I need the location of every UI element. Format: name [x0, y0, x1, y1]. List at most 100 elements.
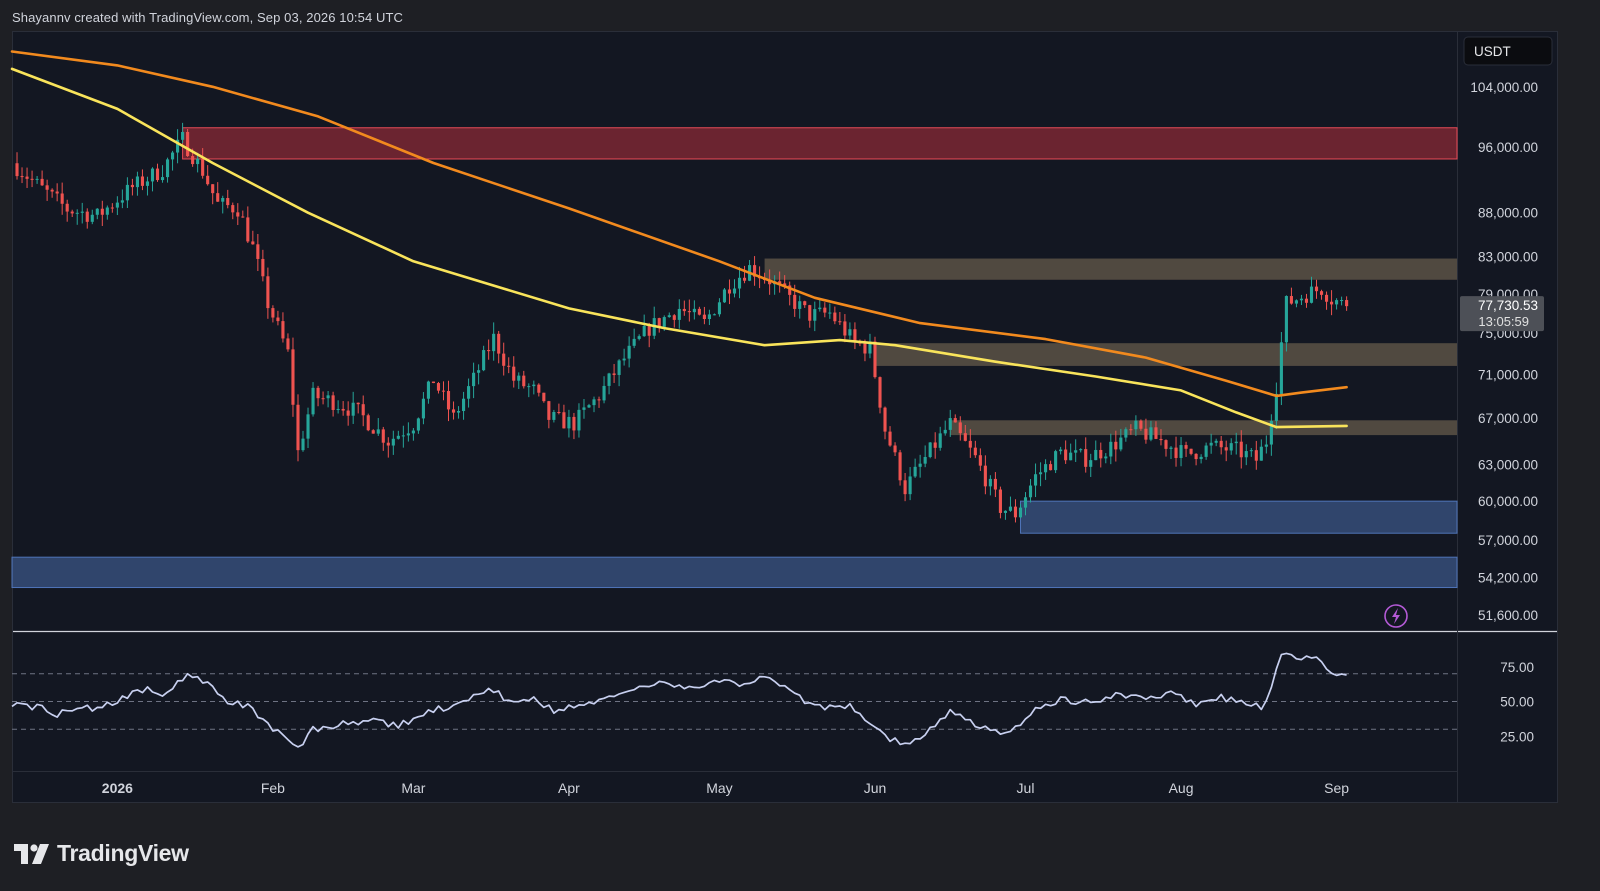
candle [20, 167, 24, 184]
candle [361, 395, 365, 427]
candle [472, 362, 476, 399]
currency-box[interactable] [1463, 36, 1553, 66]
candle [140, 169, 145, 191]
ma-slow-line [10, 50, 1348, 398]
price-tick-label: 67,000.00 [1478, 411, 1538, 426]
candle [823, 302, 827, 318]
candle [1294, 299, 1298, 308]
candle [507, 357, 511, 374]
candle [376, 418, 380, 436]
candle [1169, 446, 1173, 459]
candle [898, 449, 902, 486]
demand-zone-5[interactable] [11, 556, 1458, 589]
candle [998, 486, 1002, 519]
candle [95, 208, 99, 220]
candle [1069, 443, 1073, 461]
candle [1299, 294, 1304, 306]
candle [968, 429, 972, 458]
candle [768, 269, 772, 295]
flip-zone-2[interactable] [874, 343, 1457, 366]
candle [482, 345, 486, 372]
candle [70, 209, 74, 218]
candle [286, 333, 290, 352]
candle [537, 383, 541, 397]
price-tick-label: 54,200.00 [1478, 571, 1538, 586]
price-tick-label: 51,600.00 [1478, 608, 1538, 623]
candle [1279, 332, 1283, 406]
candle [467, 378, 471, 408]
candle [130, 178, 134, 196]
candle [562, 404, 566, 429]
candle [196, 152, 200, 173]
candle [1259, 439, 1263, 461]
candle [497, 330, 501, 364]
date-axis [12, 771, 1457, 803]
candle [115, 196, 119, 216]
last-price-badge [1460, 296, 1544, 332]
candle [808, 304, 812, 328]
candle [597, 396, 601, 408]
price-pane[interactable] [12, 31, 1457, 631]
brand-logo: TradingView [14, 840, 189, 867]
candle [1304, 293, 1309, 308]
candle [371, 429, 375, 434]
candle [938, 426, 942, 451]
candle [25, 167, 29, 188]
candles [15, 122, 1349, 523]
candle [135, 171, 139, 196]
candle [431, 381, 436, 384]
candle [582, 399, 586, 419]
candle [181, 122, 185, 144]
candle [1249, 447, 1253, 457]
candle [923, 445, 927, 468]
candle [512, 356, 516, 388]
candle [171, 150, 175, 171]
candle [788, 281, 792, 306]
candle [331, 391, 335, 417]
candle [1234, 432, 1238, 455]
candle [100, 200, 104, 226]
candle [165, 157, 170, 183]
candle [687, 299, 691, 322]
candle [421, 392, 425, 425]
demand-zone-4[interactable] [1019, 500, 1458, 534]
candle [928, 442, 932, 459]
candle [1179, 437, 1183, 467]
candle [717, 298, 722, 317]
candle [251, 230, 255, 245]
candle [522, 370, 526, 389]
candle [261, 249, 265, 282]
candle [943, 420, 947, 436]
flip-zone-3[interactable] [950, 420, 1457, 436]
candle [592, 396, 596, 413]
candle [1289, 287, 1293, 305]
candle [35, 175, 39, 184]
candle [1124, 427, 1128, 442]
candle [311, 382, 315, 417]
candle [883, 406, 887, 440]
candle [1274, 382, 1278, 429]
flip-zone-1[interactable] [764, 258, 1457, 280]
candle [492, 322, 496, 361]
candle [75, 209, 79, 225]
candle [271, 305, 275, 323]
candle [316, 385, 320, 407]
supply-zone-0[interactable] [182, 127, 1458, 160]
date-tick-label: Jun [864, 780, 887, 796]
countdown-label: 13:05:59 [1478, 314, 1529, 329]
candle [487, 339, 491, 360]
candle [707, 309, 711, 325]
candle [1119, 428, 1123, 452]
price-tick-label: 60,000.00 [1478, 494, 1538, 509]
date-tick-label: Jul [1017, 780, 1035, 796]
candle [1139, 419, 1143, 431]
candle [1044, 459, 1048, 480]
candle [186, 128, 190, 157]
candle [1074, 439, 1078, 462]
candle [1049, 460, 1053, 471]
candle [1154, 421, 1158, 440]
lightning-alert-icon[interactable] [1384, 604, 1408, 628]
price-tick-label: 88,000.00 [1478, 206, 1538, 221]
candle [577, 403, 581, 438]
